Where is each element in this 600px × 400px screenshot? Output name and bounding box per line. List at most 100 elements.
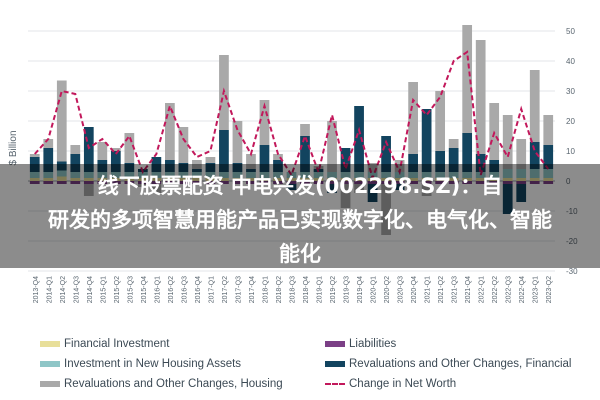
bar-segment [502, 115, 513, 169]
bar-segment [273, 178, 283, 181]
bar-segment [110, 178, 121, 181]
x-tick-label: 2022-Q2 [492, 276, 499, 303]
bar-segment [543, 115, 554, 145]
x-tick-label: 2013-Q4 [33, 276, 40, 303]
x-tick-label: 2021-Q4 [465, 276, 472, 303]
bar-segment [300, 178, 310, 181]
y-tick-label: 10 [566, 147, 575, 156]
bar-segment [83, 184, 94, 196]
bar-segment [516, 181, 527, 184]
x-tick-label: 2015-Q3 [127, 276, 134, 303]
bar-segment [327, 184, 337, 193]
bar-segment [205, 163, 216, 172]
x-tick-label: 2016-Q3 [181, 276, 188, 303]
bar-segment [110, 172, 121, 178]
bar-segment [435, 172, 446, 178]
bar-segment [110, 151, 121, 172]
bar-segment [286, 184, 297, 190]
legend-label: Liabilities [349, 338, 397, 350]
bar-segment [124, 181, 135, 184]
y-axis: 50 40 30 20 10 0 -10 -20 -30 [566, 27, 578, 276]
bar-segment [178, 181, 189, 184]
x-tick-label: 2021-Q3 [452, 276, 459, 303]
bar-segment [408, 178, 418, 181]
bar-segment [502, 184, 513, 214]
bar-segment [354, 106, 364, 172]
bar-segment [205, 181, 216, 184]
bar-segment [516, 139, 527, 169]
bar-segment [205, 178, 216, 181]
bar-segment [29, 172, 40, 178]
bar-segment [394, 184, 405, 190]
bar-segment [137, 172, 148, 178]
x-tick-label: 2021-Q2 [438, 276, 445, 303]
bar-segment [97, 181, 108, 184]
bar-segment [29, 181, 40, 184]
bar-segment [83, 172, 94, 178]
bar-segment [70, 145, 81, 154]
bar-segment [421, 178, 432, 181]
overlay-headline-line-2: 研发的多项智慧用能产品已实现数字化、电气化、智能 [48, 208, 552, 232]
bar-segment [475, 178, 486, 181]
legend-label: Investment in New Housing Assets [64, 358, 242, 370]
bar-segment [381, 136, 391, 172]
bar-segment [151, 181, 162, 184]
bar-segment [300, 124, 310, 136]
bar-segment [56, 176, 67, 181]
bar-segment [43, 181, 54, 184]
bar-segment [435, 151, 446, 172]
bar-segment [435, 91, 446, 151]
bar-segment [83, 181, 94, 184]
bar-segment [192, 169, 202, 172]
bar-segment [435, 178, 446, 181]
bar-segment [543, 181, 554, 184]
bar-segment [56, 181, 67, 184]
x-tick-label: 2023-Q2 [546, 276, 553, 303]
bar-segment [340, 178, 351, 181]
bar-segment [516, 184, 527, 202]
bar-segment [232, 178, 243, 181]
bar-segment [421, 172, 432, 178]
bar-segment [543, 178, 554, 181]
bar-segment [83, 178, 94, 181]
bar-segment [354, 181, 364, 184]
bar-segment [435, 181, 446, 184]
x-tick-label: 2020-Q1 [371, 276, 378, 303]
bar-segment [394, 181, 405, 184]
y-tick-label: 40 [566, 57, 575, 66]
bar-segment [327, 178, 337, 181]
bar-segment [327, 181, 337, 184]
bar-segment [165, 178, 175, 181]
bar-segment [367, 163, 378, 172]
bar-segment [259, 178, 270, 181]
bar-segment [70, 172, 81, 178]
bar-segment [259, 100, 270, 145]
bar-segment [327, 121, 337, 172]
bar-segment [259, 172, 270, 178]
y-tick-label: -30 [566, 267, 578, 276]
bar-segment [394, 172, 405, 178]
bar-segment [178, 172, 189, 178]
overlay-banner: 线下股票配资 中电兴发(002298.SZ)：自 研发的多项智慧用能产品已实现数… [0, 164, 600, 268]
bar-segment [543, 169, 554, 178]
bar-segment [313, 178, 324, 181]
bar-segment [97, 178, 108, 181]
bar-segment [29, 178, 40, 181]
bar-segment [543, 145, 554, 169]
bar-segment [192, 172, 202, 178]
bar-segment [97, 160, 108, 172]
bar-segment [273, 181, 283, 184]
bar-segment [516, 169, 527, 178]
bar-segment [110, 181, 121, 184]
overlay-headline-line-3: 能化 [279, 242, 321, 266]
bar-segment [192, 160, 202, 169]
x-axis: 2013-Q4 2014-Q1 2014-Q2 2014-Q3 2014-Q4 2015-… [33, 276, 553, 303]
bar-segment [232, 121, 243, 163]
bar-segment [151, 178, 162, 181]
bar-segment [178, 163, 189, 172]
x-tick-label: 2020-Q2 [384, 276, 391, 303]
bar-segment [300, 172, 310, 178]
x-tick-label: 2018-Q2 [276, 276, 283, 303]
bar-segment [286, 181, 297, 184]
bar-segment [381, 184, 391, 235]
